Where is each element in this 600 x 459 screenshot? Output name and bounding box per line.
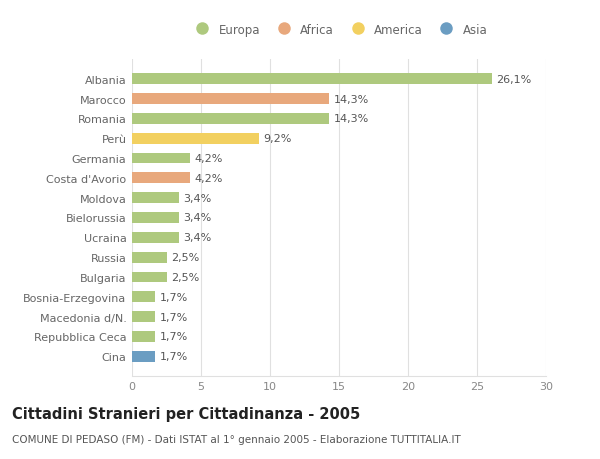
Text: Cittadini Stranieri per Cittadinanza - 2005: Cittadini Stranieri per Cittadinanza - 2… [12, 406, 360, 421]
Text: 1,7%: 1,7% [160, 292, 188, 302]
Text: 4,2%: 4,2% [194, 174, 223, 184]
Bar [132, 173, 190, 184]
Bar [132, 331, 155, 342]
Text: 14,3%: 14,3% [334, 94, 369, 104]
Text: 3,4%: 3,4% [183, 233, 211, 243]
Bar [132, 213, 179, 224]
Text: 1,7%: 1,7% [160, 332, 188, 342]
Text: 4,2%: 4,2% [194, 154, 223, 164]
Text: 2,5%: 2,5% [170, 252, 199, 263]
Bar [132, 232, 179, 243]
Bar [132, 292, 155, 302]
Text: 26,1%: 26,1% [496, 74, 532, 84]
Bar [132, 114, 329, 124]
Bar [132, 74, 492, 85]
Text: 3,4%: 3,4% [183, 193, 211, 203]
Bar [132, 94, 329, 105]
Text: 9,2%: 9,2% [263, 134, 292, 144]
Text: 14,3%: 14,3% [334, 114, 369, 124]
Bar [132, 252, 167, 263]
Text: 1,7%: 1,7% [160, 312, 188, 322]
Text: 1,7%: 1,7% [160, 352, 188, 362]
Legend: Europa, Africa, America, Asia: Europa, Africa, America, Asia [188, 21, 490, 39]
Text: 2,5%: 2,5% [170, 272, 199, 282]
Text: COMUNE DI PEDASO (FM) - Dati ISTAT al 1° gennaio 2005 - Elaborazione TUTTITALIA.: COMUNE DI PEDASO (FM) - Dati ISTAT al 1°… [12, 434, 461, 444]
Bar [132, 153, 190, 164]
Bar [132, 193, 179, 204]
Bar [132, 351, 155, 362]
Bar [132, 134, 259, 144]
Text: 3,4%: 3,4% [183, 213, 211, 223]
Bar [132, 272, 167, 283]
Bar [132, 312, 155, 322]
